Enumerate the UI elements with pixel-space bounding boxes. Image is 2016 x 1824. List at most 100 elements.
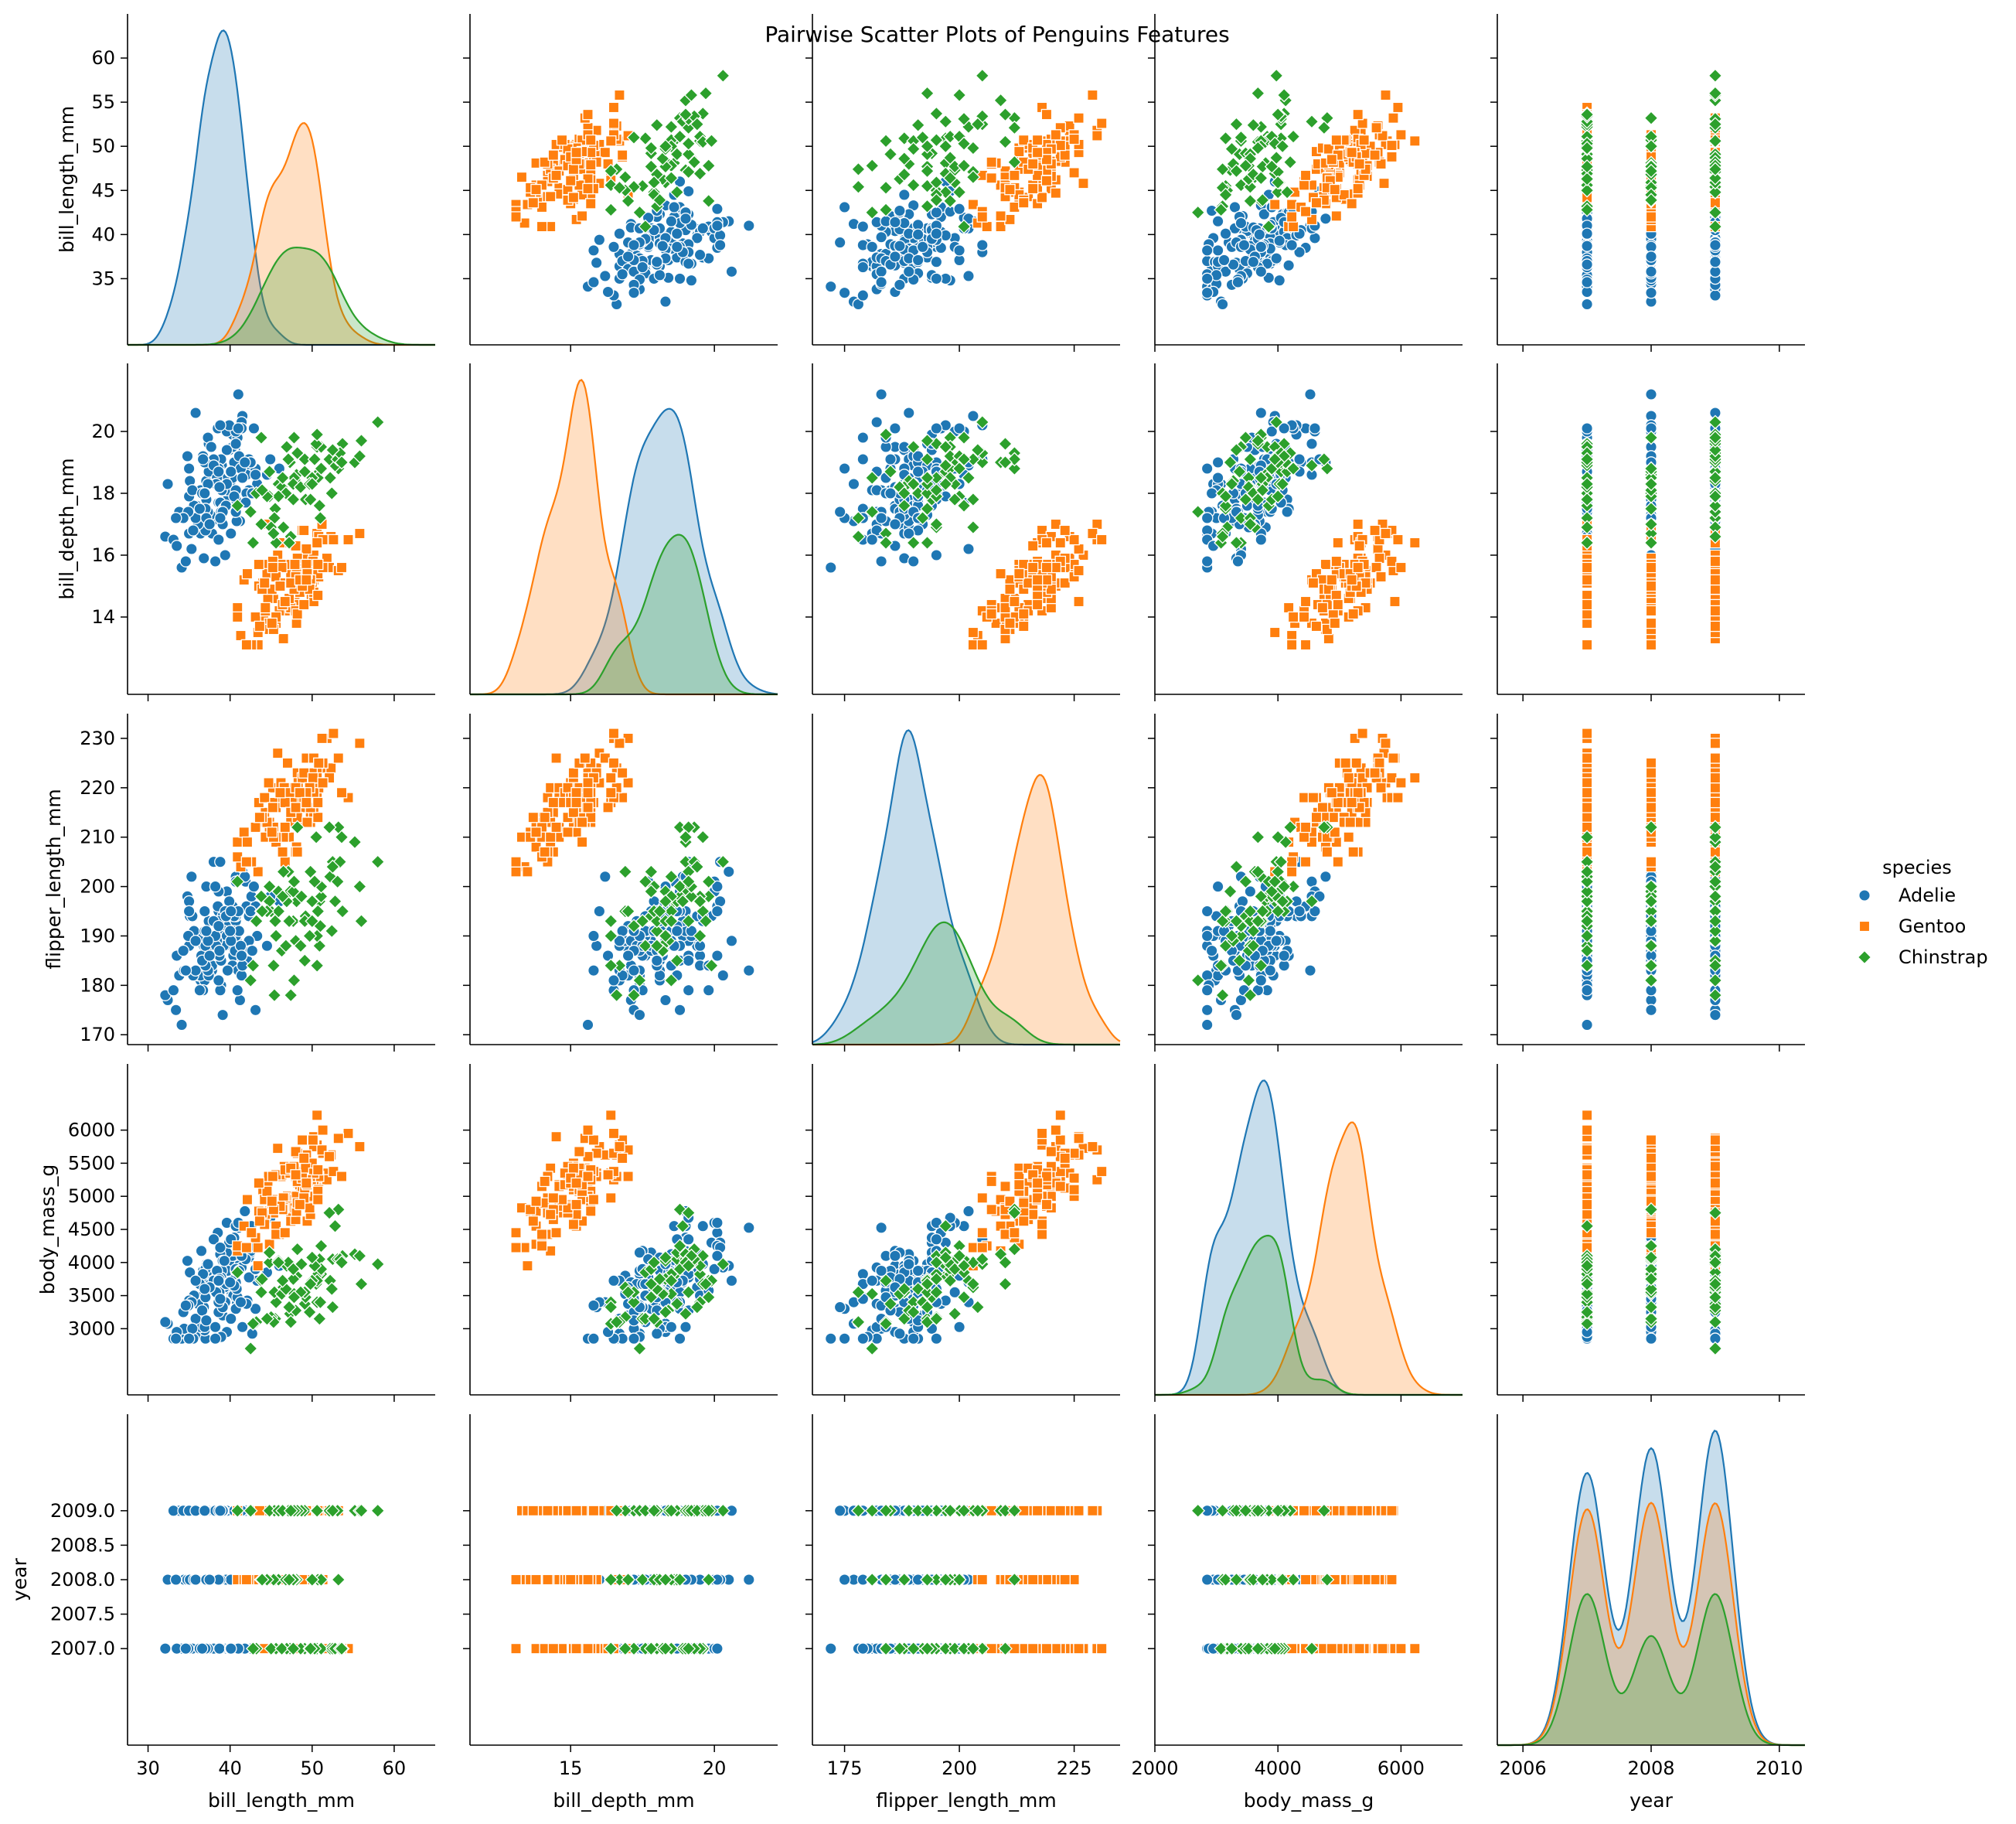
point-adelie — [1282, 259, 1295, 272]
point-adelie — [196, 453, 209, 465]
point-gentoo — [279, 1227, 291, 1239]
point-gentoo — [522, 866, 533, 878]
point-adelie — [1200, 286, 1214, 299]
point-adelie — [1200, 462, 1214, 475]
point-gentoo — [267, 1171, 279, 1182]
point-gentoo — [1307, 792, 1320, 803]
point-adelie — [598, 870, 611, 883]
point-chinstrap — [322, 820, 337, 835]
point-adelie — [1304, 388, 1316, 401]
point-chinstrap — [618, 864, 633, 879]
point-adelie — [189, 1274, 202, 1287]
point-gentoo — [1709, 620, 1721, 632]
point-gentoo — [567, 1219, 580, 1230]
point-adelie — [673, 1332, 686, 1345]
point-gentoo — [1059, 149, 1071, 161]
point-gentoo — [1386, 555, 1398, 568]
point-gentoo — [1329, 183, 1341, 196]
point-gentoo — [608, 101, 620, 114]
point-adelie — [650, 954, 663, 967]
point-adelie — [717, 969, 730, 982]
point-chinstrap — [290, 1242, 305, 1257]
point-adelie — [650, 255, 663, 268]
point-gentoo — [582, 777, 594, 789]
point-gentoo — [316, 732, 328, 745]
point-chinstrap — [669, 185, 685, 199]
point-gentoo — [1343, 772, 1354, 784]
point-adelie — [894, 204, 906, 217]
point-gentoo — [1581, 777, 1593, 789]
point-chinstrap — [965, 141, 981, 155]
point-gentoo — [278, 632, 289, 645]
point-gentoo — [246, 1227, 257, 1239]
point-adelie — [870, 416, 884, 428]
point-chinstrap — [354, 1277, 369, 1292]
point-gentoo — [1040, 561, 1053, 574]
point-adelie — [1253, 228, 1266, 241]
point-chinstrap — [878, 202, 894, 217]
point-gentoo — [1050, 129, 1062, 141]
point-gentoo — [1369, 149, 1381, 161]
point-adelie — [725, 265, 738, 278]
point-gentoo — [1299, 169, 1312, 182]
point-adelie — [636, 261, 649, 274]
point-gentoo — [547, 796, 560, 809]
point-adelie — [1255, 265, 1268, 278]
point-chinstrap — [328, 894, 342, 909]
point-adelie — [847, 478, 860, 490]
point-gentoo — [510, 1242, 522, 1253]
point-gentoo — [1581, 802, 1593, 813]
point-gentoo — [328, 728, 339, 739]
point-gentoo — [1009, 595, 1020, 608]
point-gentoo — [570, 1198, 582, 1211]
point-adelie — [1200, 1018, 1214, 1031]
point-gentoo — [1354, 158, 1365, 170]
point-adelie — [713, 239, 727, 251]
point-gentoo — [1287, 220, 1299, 233]
point-adelie — [224, 527, 237, 540]
point-chinstrap — [952, 87, 967, 103]
point-gentoo — [616, 1152, 628, 1164]
point-gentoo — [1709, 574, 1721, 586]
point-chinstrap — [942, 170, 958, 186]
point-gentoo — [1031, 146, 1044, 159]
point-adelie — [650, 1327, 663, 1340]
point-adelie — [875, 1222, 887, 1234]
point-adelie — [875, 230, 887, 244]
point-gentoo — [307, 772, 319, 784]
point-gentoo — [294, 786, 306, 799]
point-gentoo — [1645, 786, 1657, 799]
point-adelie — [233, 994, 247, 1007]
point-chinstrap — [1229, 117, 1244, 132]
point-gentoo — [317, 777, 329, 789]
point-gentoo — [1581, 752, 1593, 764]
point-adelie — [167, 984, 180, 997]
point-gentoo — [267, 561, 279, 574]
point-chinstrap — [1006, 120, 1022, 135]
point-gentoo — [296, 1134, 308, 1146]
point-gentoo — [1645, 856, 1657, 868]
point-gentoo — [1091, 518, 1103, 530]
point-adelie — [181, 1254, 194, 1267]
point-adelie — [1270, 935, 1283, 947]
point-gentoo — [301, 817, 313, 828]
point-gentoo — [614, 738, 625, 749]
point-gentoo — [1031, 169, 1044, 182]
point-chinstrap — [920, 138, 935, 154]
point-gentoo — [616, 767, 628, 779]
point-gentoo — [1332, 598, 1344, 611]
point-adelie — [236, 472, 249, 484]
point-adelie — [930, 422, 943, 435]
point-gentoo — [582, 182, 594, 195]
point-gentoo — [1346, 146, 1357, 159]
point-chinstrap — [322, 470, 338, 486]
panel-flipper_length_mm-vs-body_mass_g — [1148, 714, 1463, 1052]
point-gentoo — [1645, 580, 1657, 592]
point-chinstrap — [626, 130, 642, 145]
point-adelie — [1273, 274, 1286, 287]
point-gentoo — [240, 856, 253, 868]
point-chinstrap — [603, 202, 618, 217]
point-adelie — [884, 453, 897, 465]
